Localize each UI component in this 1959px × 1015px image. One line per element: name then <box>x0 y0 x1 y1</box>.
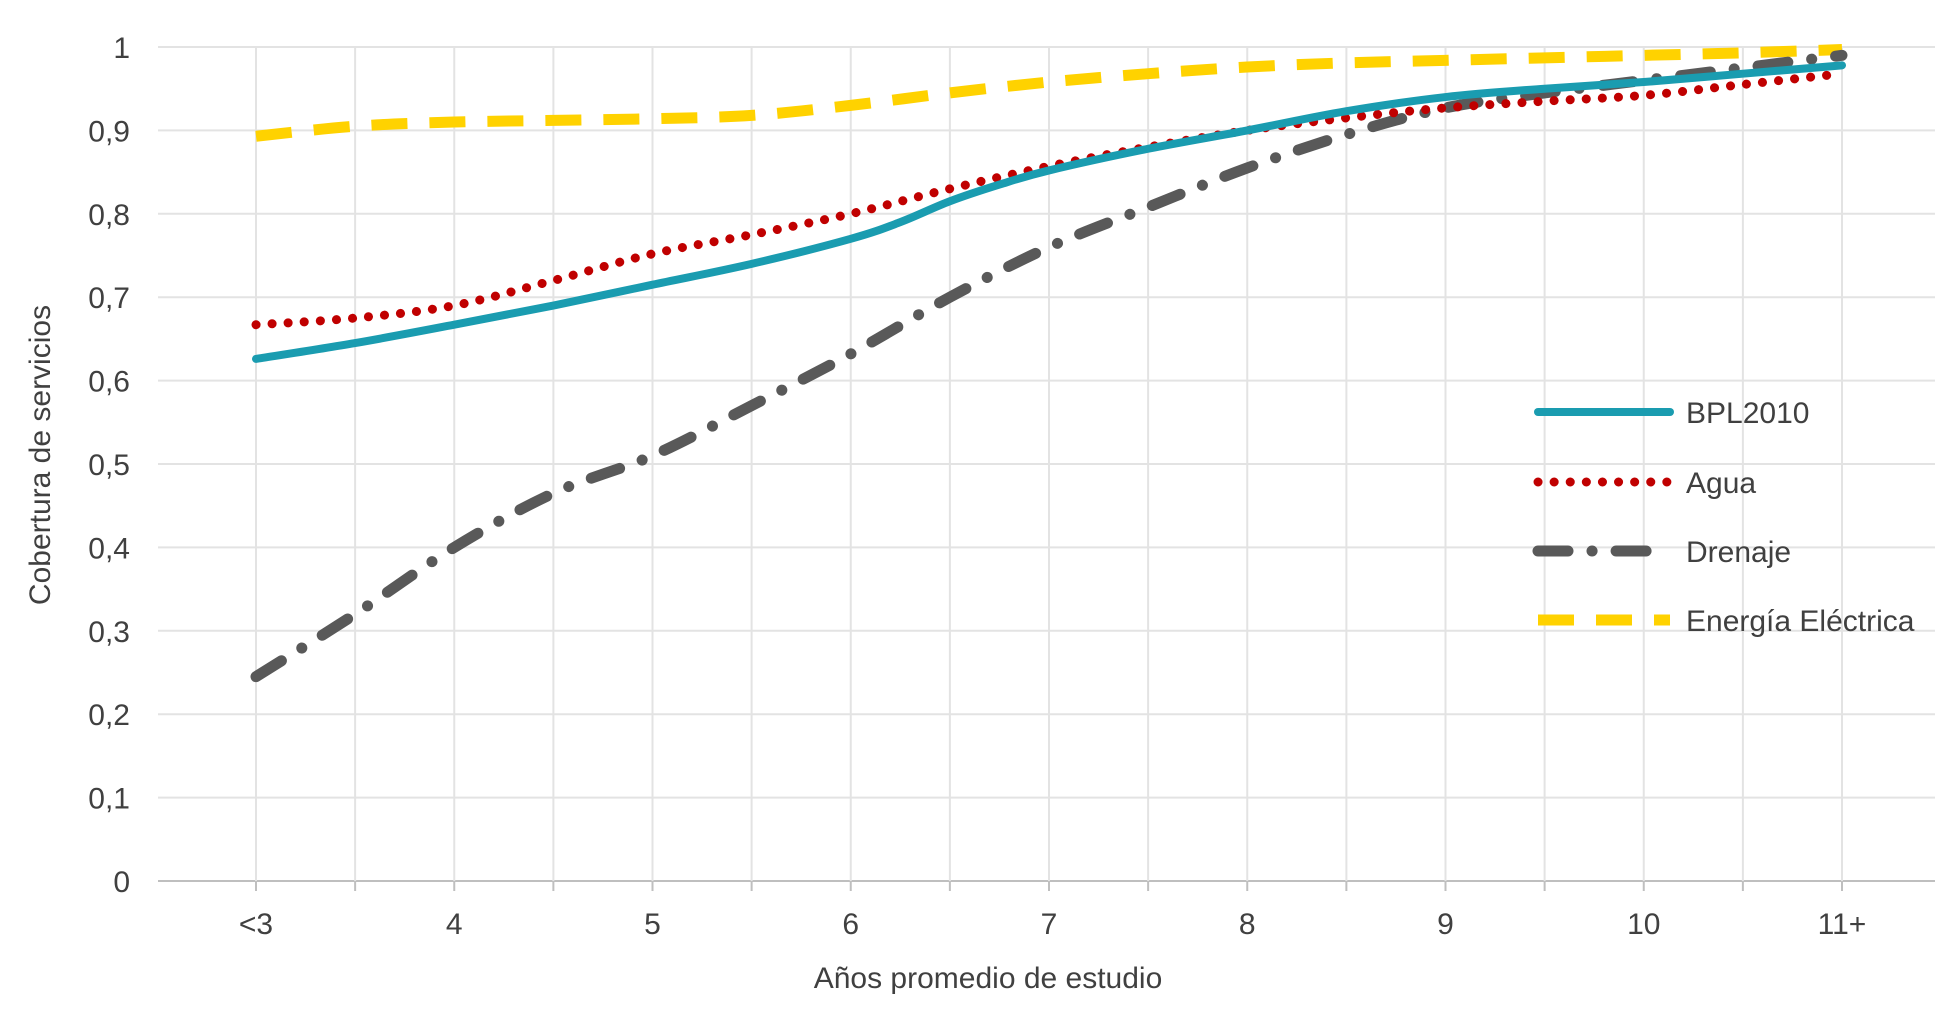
y-tick-label: 0,1 <box>88 783 130 816</box>
y-axis-ticks: 0 0,1 0,2 0,3 0,4 0,5 0,6 0,7 0,8 0,9 1 <box>88 32 130 899</box>
x-tick-label: 10 <box>1627 908 1660 941</box>
x-axis-title: Años promedio de estudio <box>814 962 1163 995</box>
y-tick-label: 0,5 <box>88 449 130 482</box>
y-tick-label: 0,9 <box>88 115 130 148</box>
x-tick-label: 4 <box>446 908 463 941</box>
x-tick-label: 5 <box>644 908 661 941</box>
y-tick-label: 1 <box>113 32 130 65</box>
x-tick-label: <3 <box>239 908 273 941</box>
legend-label-agua: Agua <box>1686 467 1756 500</box>
x-tick-label: 8 <box>1239 908 1256 941</box>
x-tick-label: 7 <box>1041 908 1058 941</box>
y-tick-label: 0 <box>113 866 130 899</box>
legend-label-bpl2010: BPL2010 <box>1686 397 1809 430</box>
y-tick-label: 0,6 <box>88 366 130 399</box>
legend: BPL2010 Agua Drenaje Energía Eléctrica <box>1532 397 1915 638</box>
y-tick-label: 0,8 <box>88 199 130 232</box>
x-axis-ticks: <3 4 5 6 7 8 9 10 11+ <box>239 908 1866 941</box>
y-tick-label: 0,3 <box>88 616 130 649</box>
series-line-bpl2010 <box>252 61 1846 363</box>
y-axis-title: Cobertura de servicios <box>24 305 57 605</box>
x-tick-label: 9 <box>1437 908 1454 941</box>
series-lines <box>250 44 1848 683</box>
x-tick-label: 6 <box>842 908 859 941</box>
x-tick-label: 11+ <box>1818 908 1867 941</box>
legend-label-drenaje: Drenaje <box>1686 536 1791 569</box>
y-tick-label: 0,7 <box>88 282 130 315</box>
gridlines <box>158 46 1935 891</box>
legend-label-energia-electrica: Energía Eléctrica <box>1686 605 1915 638</box>
y-tick-label: 0,4 <box>88 532 130 565</box>
y-tick-label: 0,2 <box>88 699 130 732</box>
